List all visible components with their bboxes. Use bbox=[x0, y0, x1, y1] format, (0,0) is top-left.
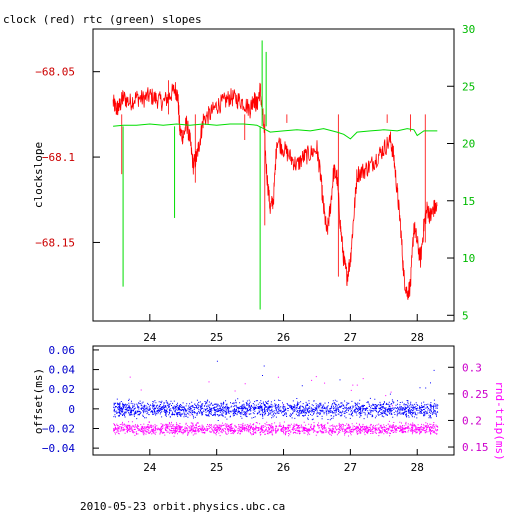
offset-y-tick-label: −0.02 bbox=[42, 422, 75, 435]
clock-slope-line bbox=[112, 82, 438, 300]
rtc-slope-line bbox=[113, 123, 438, 140]
slopes-y-tick-label: −68.05 bbox=[35, 66, 75, 79]
offset-y2-tick-label: 0.25 bbox=[462, 388, 489, 401]
offset-x-tick-label: 24 bbox=[143, 461, 157, 474]
offset-y2-tick-label: 0.3 bbox=[462, 361, 482, 374]
offset-plot-frame bbox=[92, 345, 455, 456]
slopes-chart: 24 25 26 27 28 −68.05 −68.1 −68.15 5 10 15 20 25 30… bbox=[32, 23, 475, 344]
offset-y2-tick-label: 0.15 bbox=[462, 441, 489, 454]
slopes-y2-tick-label: 25 bbox=[462, 80, 475, 93]
slopes-x-tick-label: 28 bbox=[411, 331, 424, 344]
offset-y-tick-label: −0.04 bbox=[42, 442, 75, 455]
slopes-plot-frame bbox=[92, 28, 455, 322]
slopes-y2-tick-label: 20 bbox=[462, 138, 475, 151]
offset-y2-tick-label: 0.2 bbox=[462, 414, 482, 427]
slopes-x-tick-label: 25 bbox=[210, 331, 223, 344]
offset-chart: 24 25 26 27 28 0.060.040.020−0.02−0.04 0.150… bbox=[32, 344, 506, 474]
slopes-x-tick-label: 27 bbox=[344, 331, 357, 344]
slopes-y2-tick-label: 5 bbox=[462, 309, 469, 322]
slopes-y-ticks: −68.05 −68.1 −68.15 bbox=[35, 66, 100, 249]
offset-x-ticks: 24 25 26 27 28 bbox=[143, 449, 424, 474]
footer-caption: 2010-05-23 orbit.physics.ubc.ca bbox=[80, 500, 285, 512]
slopes-y2-tick-label: 30 bbox=[462, 23, 475, 36]
slopes-y-tick-label: −68.1 bbox=[42, 151, 75, 164]
offset-y2-ticks: 0.15 0.2 0.25 0.3 bbox=[448, 361, 489, 454]
slopes-series bbox=[112, 40, 438, 310]
chart-title: clock (red) rtc (green) slopes bbox=[3, 13, 202, 26]
offset-x-tick-label: 28 bbox=[411, 461, 424, 474]
offset-y-tick-label: 0.06 bbox=[49, 344, 76, 357]
slopes-y2-ticks: 5 10 15 20 25 30 bbox=[447, 23, 475, 322]
slopes-x-ticks: 24 25 26 27 28 bbox=[143, 314, 424, 344]
offset-y-ticks: 0.06 0.04 0.02 0 −0.02 −0.04 bbox=[42, 344, 99, 455]
slopes-x-tick-label: 26 bbox=[277, 331, 290, 344]
offset-y-tick-label: 0 bbox=[68, 403, 75, 416]
offset-x-tick-label: 27 bbox=[344, 461, 357, 474]
rnd-trip-points bbox=[113, 376, 439, 437]
slopes-y2-tick-label: 10 bbox=[462, 252, 475, 265]
slopes-y2-tick-label: 15 bbox=[462, 195, 475, 208]
slopes-y-tick-label: −68.15 bbox=[35, 236, 75, 249]
offset-y-axis-label: offset(ms) bbox=[32, 368, 45, 434]
offset-y-tick-label: 0.02 bbox=[49, 383, 76, 396]
rnd-trip-y-axis-label: rnd-trip(ms) bbox=[493, 381, 506, 460]
offset-x-tick-label: 26 bbox=[277, 461, 290, 474]
slopes-x-tick-label: 24 bbox=[143, 331, 157, 344]
offset-x-tick-label: 25 bbox=[210, 461, 223, 474]
offset-y-tick-label: 0.04 bbox=[49, 364, 76, 377]
offset-series bbox=[113, 360, 439, 437]
slopes-y-axis-label: clockslope bbox=[32, 142, 45, 208]
offset-points bbox=[113, 360, 439, 421]
